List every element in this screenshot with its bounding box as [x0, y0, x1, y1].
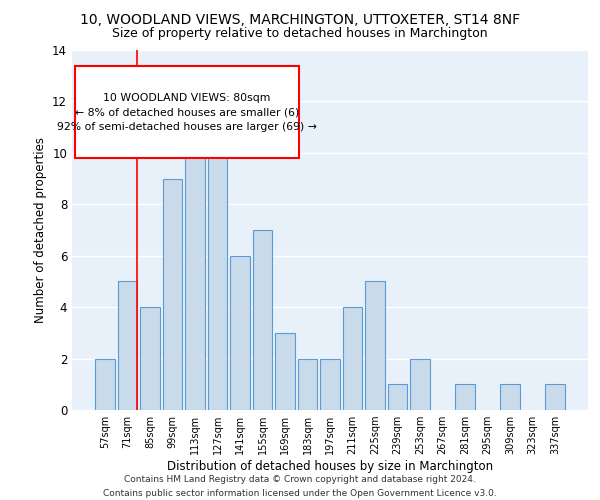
Bar	[320, 358, 340, 410]
FancyBboxPatch shape	[74, 66, 299, 158]
Bar	[455, 384, 475, 410]
Bar	[163, 178, 182, 410]
Bar	[410, 358, 430, 410]
Bar	[208, 102, 227, 410]
Bar	[253, 230, 272, 410]
Bar	[230, 256, 250, 410]
Bar	[343, 307, 362, 410]
Bar	[500, 384, 520, 410]
Y-axis label: Number of detached properties: Number of detached properties	[34, 137, 47, 323]
Bar	[118, 282, 137, 410]
Bar	[140, 307, 160, 410]
Bar	[545, 384, 565, 410]
Bar	[275, 333, 295, 410]
Bar	[95, 358, 115, 410]
Text: 10 WOODLAND VIEWS: 80sqm
← 8% of detached houses are smaller (6)
92% of semi-det: 10 WOODLAND VIEWS: 80sqm ← 8% of detache…	[57, 92, 317, 132]
Bar	[298, 358, 317, 410]
Bar	[388, 384, 407, 410]
Bar	[185, 153, 205, 410]
Bar	[365, 282, 385, 410]
Text: Contains HM Land Registry data © Crown copyright and database right 2024.
Contai: Contains HM Land Registry data © Crown c…	[103, 476, 497, 498]
Text: 10, WOODLAND VIEWS, MARCHINGTON, UTTOXETER, ST14 8NF: 10, WOODLAND VIEWS, MARCHINGTON, UTTOXET…	[80, 12, 520, 26]
X-axis label: Distribution of detached houses by size in Marchington: Distribution of detached houses by size …	[167, 460, 493, 473]
Text: Size of property relative to detached houses in Marchington: Size of property relative to detached ho…	[112, 28, 488, 40]
